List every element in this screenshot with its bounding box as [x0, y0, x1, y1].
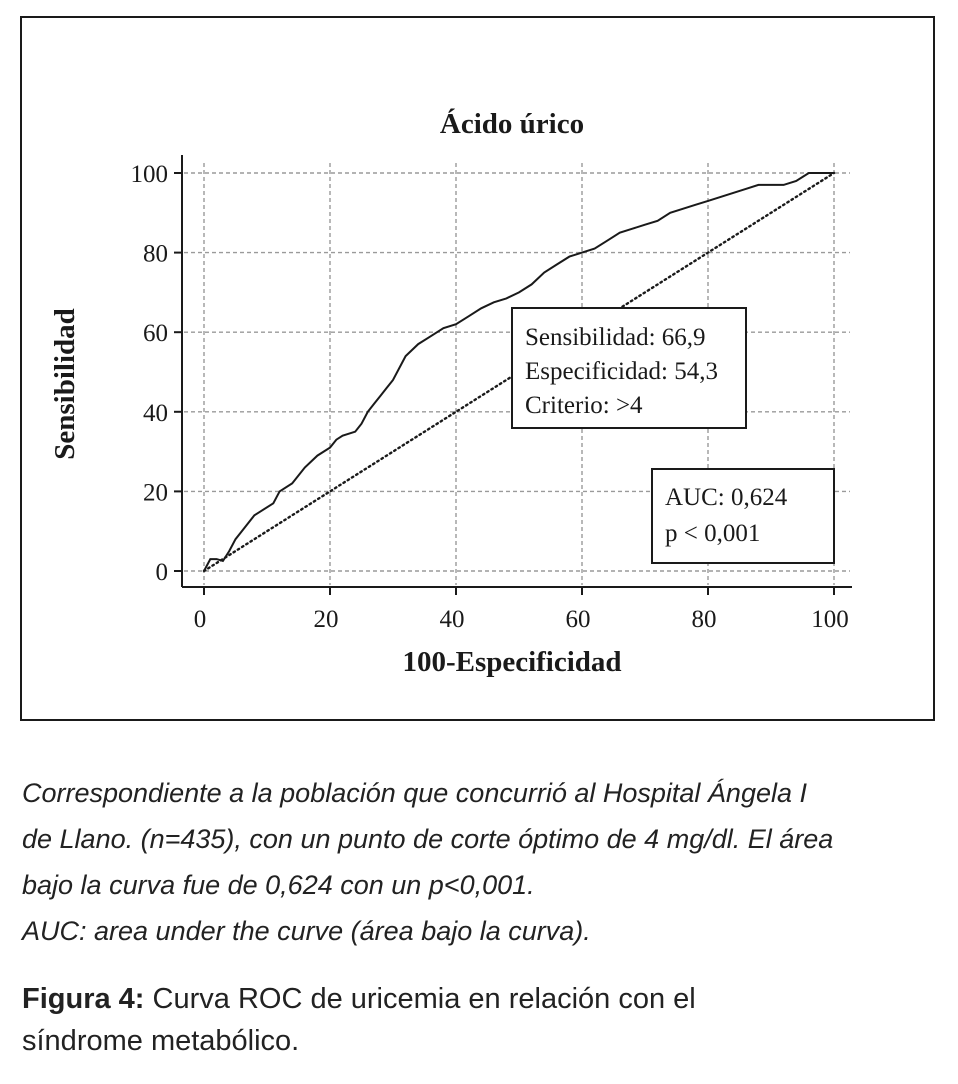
auc-box [651, 468, 835, 564]
criterion-annotation: Sensibilidad: 66,9 Especificidad: 54,3 C… [511, 307, 747, 429]
caption-line: Correspondiente a la población que concu… [22, 778, 807, 808]
x-tick-label: 80 [692, 606, 717, 633]
figure-title-line2: síndrome metabólico. [22, 1025, 300, 1057]
tick-labels: 0 20 40 60 80 100 0 20 40 60 80 100 [131, 161, 849, 633]
y-tick-label: 80 [143, 241, 168, 268]
figure-title-line1: Figura 4: Curva ROC de uricemia en relac… [22, 978, 942, 1020]
y-tick-label: 100 [131, 161, 169, 188]
roc-curve-line [203, 172, 834, 572]
x-tick-label: 100 [811, 606, 849, 633]
x-tick-label: 20 [314, 606, 339, 633]
caption-line: bajo la curva fue de 0,624 con un p<0,00… [22, 870, 535, 900]
axes [174, 155, 852, 595]
chart-title: Ácido úrico [440, 107, 584, 140]
caption-line: de Llano. (n=435), con un punto de corte… [22, 824, 834, 854]
criterion-sensitivity: Sensibilidad: 66,9 [525, 324, 706, 351]
y-tick-label: 60 [143, 320, 168, 347]
y-tick-label: 0 [156, 559, 169, 586]
criterion-specificity: Especificidad: 54,3 [525, 358, 718, 385]
auc-annotation: AUC: 0,624 p < 0,001 [651, 468, 835, 564]
figure-label: Figura 4: [22, 983, 145, 1015]
caption-line: AUC: area under the curve (área bajo la … [22, 916, 591, 946]
figure-caption: Correspondiente a la población que concu… [22, 770, 942, 954]
figure-title-text: Curva ROC de uricemia en relación con el [144, 983, 696, 1015]
x-tick-label: 0 [194, 606, 207, 633]
figure-title: Figura 4: Curva ROC de uricemia en relac… [22, 978, 942, 1062]
x-axis-label: 100-Especificidad [402, 646, 621, 678]
p-value: p < 0,001 [665, 520, 760, 547]
figure-frame: 0 20 40 60 80 100 0 20 40 60 80 100 Ácido úrico 100… [20, 16, 935, 721]
y-axis-label: Sensibilidad [49, 308, 81, 460]
x-tick-label: 40 [440, 606, 465, 633]
roc-chart: 0 20 40 60 80 100 0 20 40 60 80 100 Ácido úrico 100… [49, 107, 852, 678]
auc-value: AUC: 0,624 [665, 484, 788, 511]
criterion-value: Criterio: >4 [525, 392, 643, 419]
criterion-box [511, 307, 747, 429]
x-tick-label: 60 [566, 606, 591, 633]
y-tick-label: 20 [143, 479, 168, 506]
y-tick-label: 40 [143, 400, 168, 427]
